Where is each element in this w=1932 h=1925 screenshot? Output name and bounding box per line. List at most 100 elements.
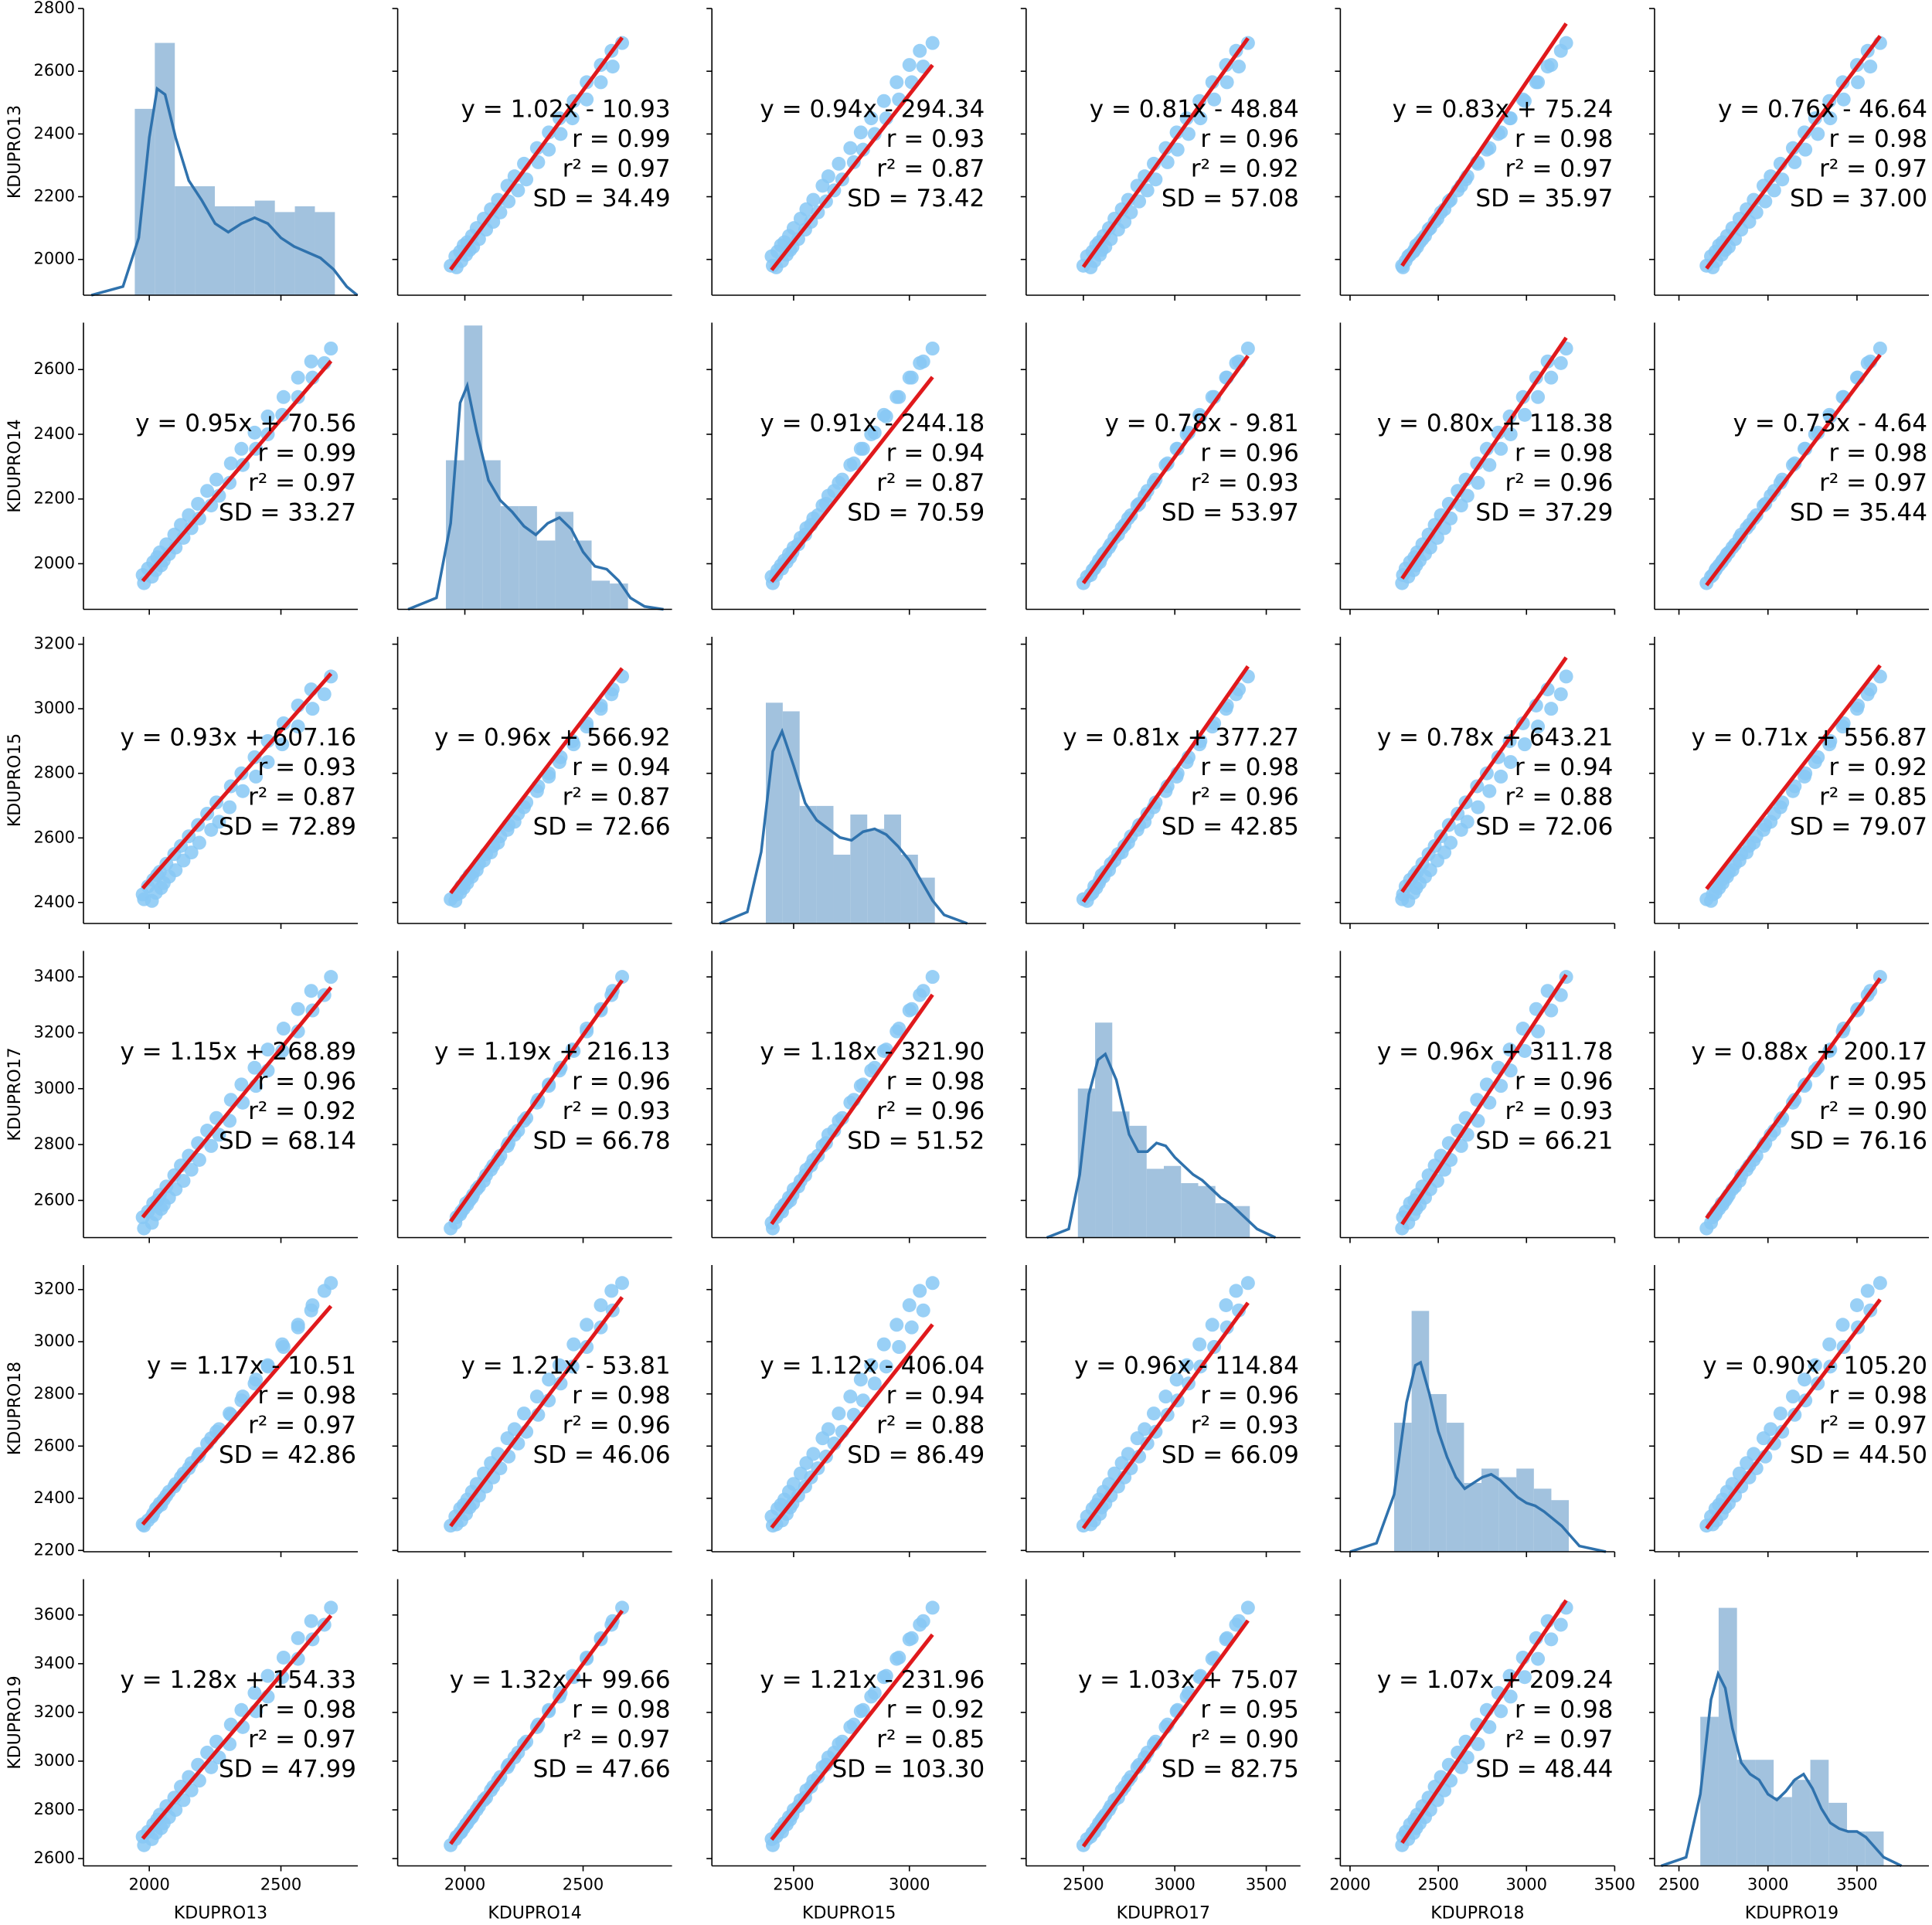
fit-annotation: r = 0.96 — [258, 1068, 356, 1096]
scatter-point — [184, 845, 199, 860]
fit-annotation: SD = 57.08 — [1162, 185, 1299, 213]
y-axis-label: KDUPRO15 — [5, 733, 25, 827]
kde-line — [407, 381, 664, 611]
hist-bar — [1411, 1311, 1430, 1552]
hist-bar — [1232, 1206, 1250, 1238]
hist-bar — [1481, 1468, 1499, 1552]
fit-annotation: SD = 103.30 — [832, 1756, 985, 1784]
fit-annotation: r² = 0.96 — [1505, 469, 1614, 497]
fit-annotation: r = 0.93 — [258, 753, 356, 781]
fit-annotation: SD = 46.06 — [533, 1441, 671, 1469]
scatter-point — [1503, 427, 1518, 441]
scatter-point — [1872, 970, 1887, 985]
fit-annotation: r = 0.94 — [1515, 753, 1613, 781]
scatter-point — [902, 370, 917, 385]
scatter-point — [864, 427, 879, 441]
fit-annotation: SD = 72.06 — [1475, 813, 1613, 841]
fit-annotation: SD = 48.44 — [1475, 1756, 1613, 1784]
fit-annotation: SD = 42.86 — [219, 1441, 356, 1469]
fit-line — [1705, 664, 1882, 890]
fit-annotation: r² = 0.97 — [563, 155, 671, 183]
scatter-point — [806, 192, 821, 207]
hist-bar — [766, 702, 783, 923]
scatter-point — [247, 1685, 262, 1700]
y-tick-label: 3600 — [34, 1605, 75, 1624]
scatter-point — [1553, 988, 1568, 1002]
fit-annotation: r = 0.98 — [1829, 125, 1927, 153]
fit-annotation: SD = 37.00 — [1790, 185, 1927, 213]
scatter-point — [902, 1632, 917, 1647]
scatter-point — [864, 111, 879, 126]
scatter-point — [192, 511, 206, 525]
scatter-point — [260, 1668, 275, 1683]
fit-annotation: r² = 0.85 — [1819, 784, 1927, 811]
fit-annotation: y = 1.18x - 321.90 — [760, 1038, 985, 1066]
x-tick-label: 3000 — [1154, 1876, 1195, 1894]
scatter-point — [491, 835, 505, 850]
scatter-point — [1140, 183, 1155, 198]
scatter-point — [291, 370, 305, 385]
hist-bar — [195, 186, 216, 295]
scatter-point — [786, 1477, 801, 1491]
hist-bar — [1129, 1125, 1147, 1238]
scatter-point — [484, 1162, 498, 1177]
panel — [1020, 951, 1301, 1243]
scatter-point — [853, 441, 868, 456]
y-tick-label: 3200 — [34, 1022, 75, 1041]
scatter-point — [1740, 845, 1754, 860]
scatter-point — [1181, 127, 1196, 141]
scatter-point — [594, 1298, 608, 1312]
fit-line — [1081, 37, 1250, 268]
y-tick-label: 2600 — [34, 61, 75, 80]
scatter-point — [1240, 36, 1255, 50]
scatter-point — [291, 1631, 305, 1645]
scatter-point — [1764, 815, 1778, 829]
scatter-point — [925, 1600, 940, 1615]
y-tick-label: 2000 — [34, 553, 75, 572]
scatter-point — [507, 815, 522, 829]
scatter-point — [1471, 800, 1485, 815]
y-axis-label: KDUPRO18 — [5, 1362, 25, 1455]
scatter-point — [1835, 719, 1850, 734]
scatter-point — [542, 1372, 556, 1387]
scatter-point — [1559, 36, 1573, 50]
scatter-point — [1158, 1389, 1173, 1404]
fit-annotation: y = 1.07x + 209.24 — [1377, 1666, 1614, 1694]
fit-annotation: r = 0.96 — [1200, 440, 1298, 468]
fit-annotation: r = 0.95 — [1829, 1068, 1927, 1096]
fit-annotation: r = 0.99 — [258, 440, 356, 468]
x-axis-label: KDUPRO14 — [488, 1904, 581, 1923]
x-tick-label: 2000 — [444, 1876, 485, 1894]
x-tick-label: 2500 — [260, 1876, 301, 1894]
scatter-point — [876, 1043, 891, 1058]
scatter-point — [1138, 1750, 1152, 1765]
fit-annotation: r = 0.98 — [1515, 440, 1613, 468]
y-tick-label: 3200 — [34, 1280, 75, 1298]
fit-annotation: r² = 0.88 — [1505, 784, 1614, 811]
hist-bar — [917, 877, 935, 923]
fit-line — [770, 63, 934, 271]
fit-annotation: SD = 34.49 — [533, 185, 671, 213]
scatter-point — [565, 111, 580, 126]
scatter-point — [1747, 1447, 1761, 1461]
fit-annotation: y = 1.02x - 10.93 — [461, 96, 671, 124]
fit-annotation: y = 0.83x + 75.24 — [1393, 96, 1614, 124]
fit-line — [1400, 656, 1568, 893]
scatter-point — [260, 1359, 275, 1374]
y-tick-label: 3000 — [34, 699, 75, 717]
fit-annotation: r² = 0.87 — [876, 155, 985, 183]
y-tick-label: 2600 — [34, 359, 75, 378]
fit-annotation: SD = 44.50 — [1790, 1441, 1927, 1469]
scatter-point — [1192, 1337, 1207, 1352]
fit-annotation: y = 1.21x - 53.81 — [461, 1352, 671, 1380]
fit-line — [1400, 22, 1568, 267]
scatter-point — [864, 1358, 879, 1372]
scatter-point — [260, 409, 275, 423]
scatter-point — [1553, 355, 1568, 370]
scatter-point — [1494, 769, 1509, 784]
fit-annotation: y = 0.96x - 114.84 — [1074, 1352, 1299, 1380]
